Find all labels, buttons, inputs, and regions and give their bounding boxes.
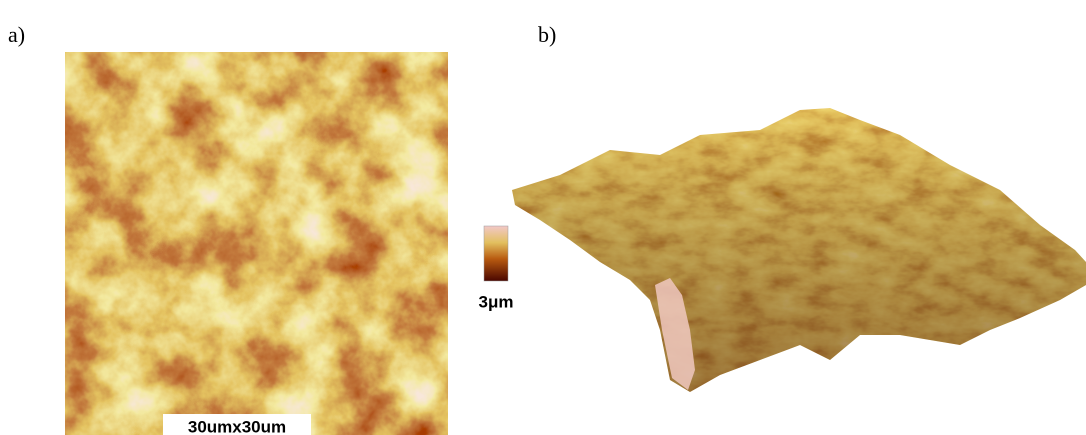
panel-label: b) [538, 22, 556, 47]
surface-peak [655, 278, 695, 390]
scale-box [163, 414, 311, 435]
afm-topview-image [65, 52, 448, 435]
scale-label: 30umx30um [188, 417, 286, 435]
afm-3d-surface [512, 108, 1086, 392]
panel-label: a) [8, 22, 25, 47]
colorbar [483, 225, 509, 282]
colorbar-label: 3μm [479, 292, 514, 311]
surface-shade [512, 108, 1086, 392]
